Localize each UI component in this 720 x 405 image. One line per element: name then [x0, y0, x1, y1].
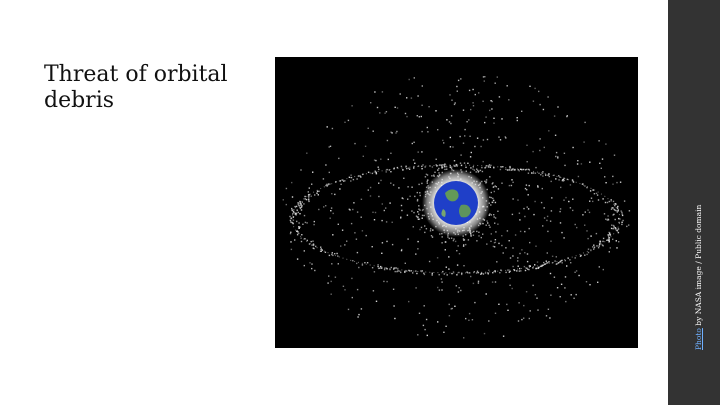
slide-title: Threat of orbital debris: [44, 62, 228, 113]
photo-credit-link[interactable]: Photo: [694, 328, 703, 350]
sidebar-bar: [668, 0, 720, 405]
earth-globe: [434, 181, 478, 225]
geo-ring: [291, 164, 621, 274]
debris-image-graphic: [275, 57, 638, 348]
photo-credit-text: by NASA image / Public domain: [694, 204, 703, 329]
orbital-debris-photo: [275, 57, 638, 348]
photo-credit: Photo by NASA image / Public domain: [694, 205, 703, 350]
